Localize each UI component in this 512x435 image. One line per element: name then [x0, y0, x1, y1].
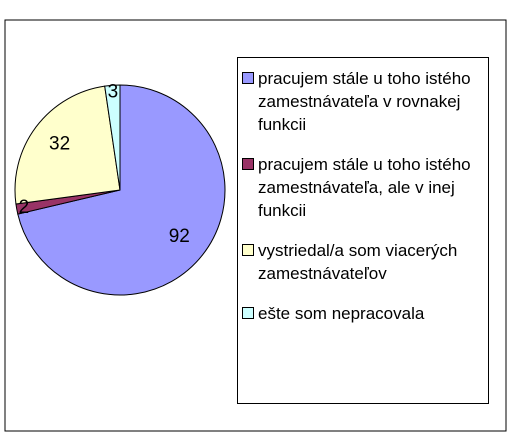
data-label: 32: [49, 134, 70, 155]
pie-slice: [14, 85, 121, 205]
legend-swatch: [242, 307, 254, 319]
legend-item: vystriedal/a som viacerých zamestnávateľ…: [242, 239, 488, 285]
legend-swatch: [242, 244, 254, 256]
pie-slice: [104, 84, 121, 191]
data-label: 2: [19, 197, 30, 218]
legend-item: ešte som nepracovala: [242, 302, 488, 325]
legend: pracujem stále u toho istého zamestnávat…: [237, 57, 489, 404]
legend-item: pracujem stále u toho istého zamestnávat…: [242, 67, 488, 136]
data-label: 3: [108, 82, 119, 103]
chart-border: [4, 19, 507, 432]
legend-item: pracujem stále u toho istého zamestnávat…: [242, 153, 488, 222]
legend-label: pracujem stále u toho istého zamestnávat…: [258, 69, 471, 134]
legend-label: vystriedal/a som viacerých zamestnávateľ…: [258, 241, 458, 283]
legend-label: ešte som nepracovala: [258, 304, 425, 323]
pie-slice: [17, 84, 226, 296]
legend-swatch: [242, 158, 254, 170]
legend-swatch: [242, 72, 254, 84]
legend-label: pracujem stále u toho istého zamestnávat…: [258, 155, 471, 220]
data-label: 92: [169, 226, 190, 247]
